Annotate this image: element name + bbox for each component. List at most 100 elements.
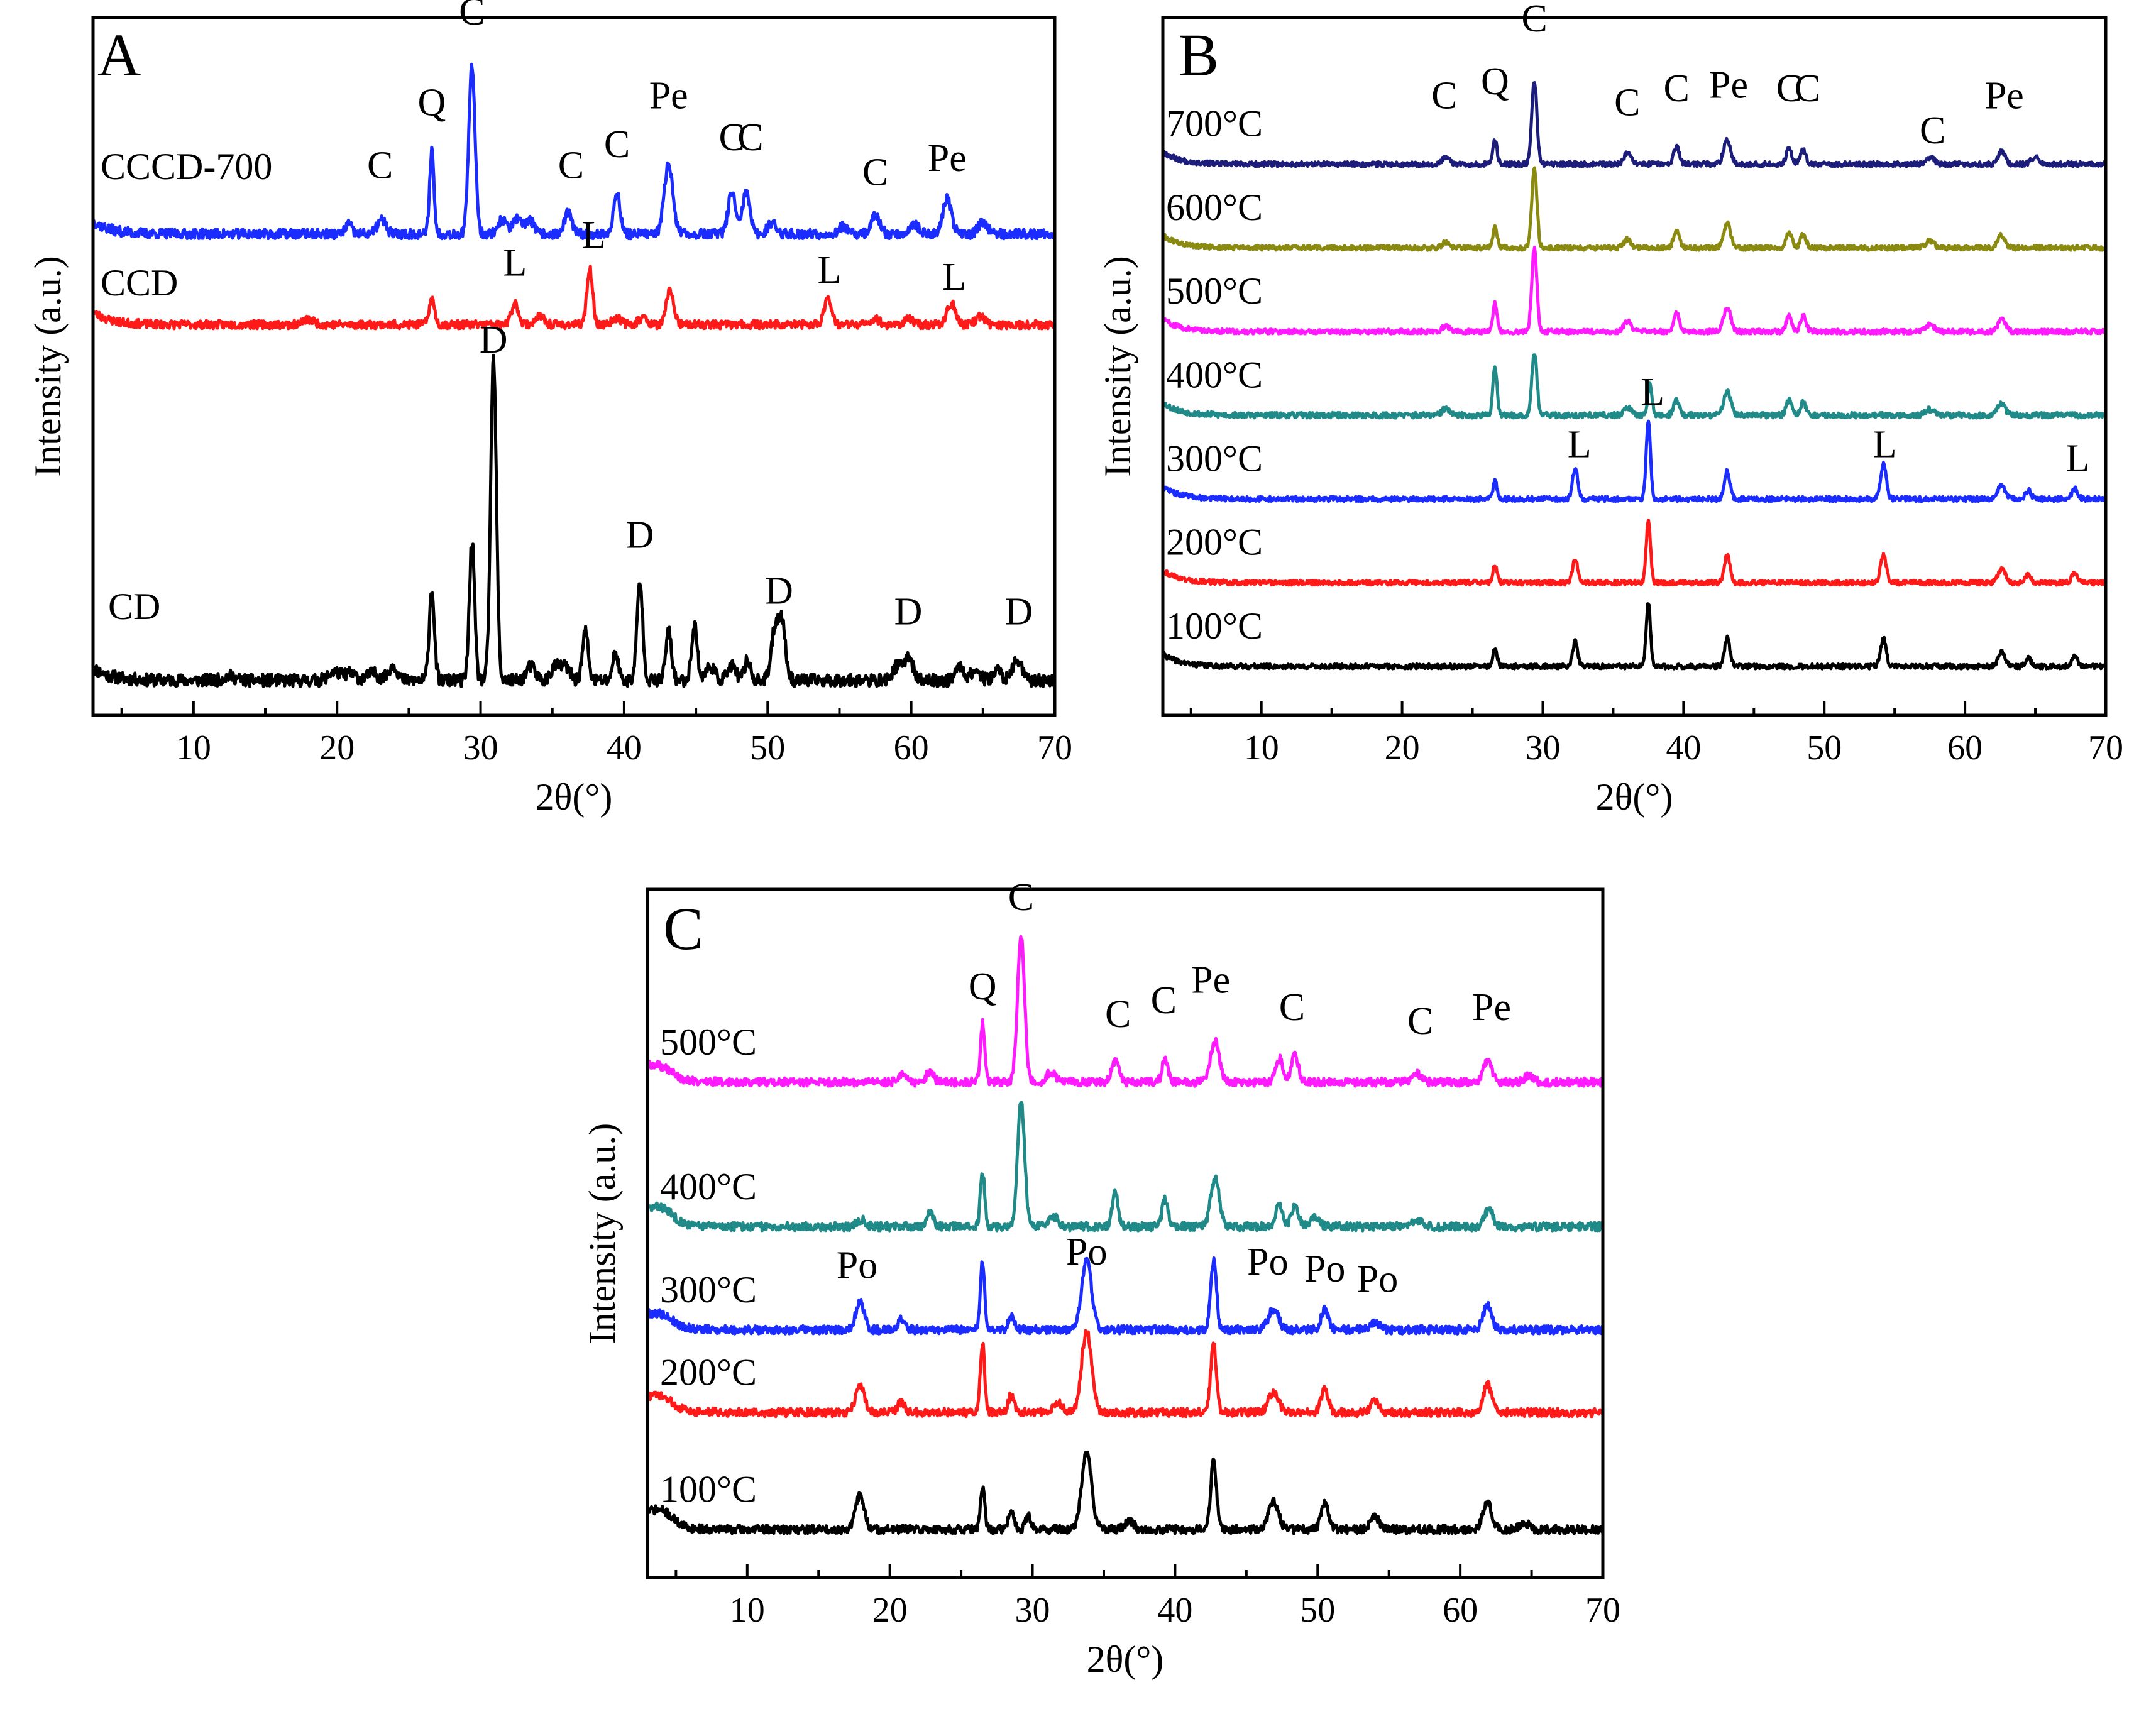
peak-annotation: C xyxy=(862,151,888,194)
peak-annotation: L xyxy=(942,256,966,299)
x-axis-title: 2θ(°) xyxy=(1087,1639,1164,1680)
peak-annotation: L xyxy=(1873,423,1897,466)
series-label: 500°C xyxy=(1166,270,1263,312)
plot-frame xyxy=(646,887,1605,1579)
peak-annotation: D xyxy=(626,514,654,557)
series-label: 100°C xyxy=(1166,605,1263,647)
series-label: 400°C xyxy=(1166,354,1263,395)
x-tick-label: 40 xyxy=(607,728,642,767)
peak-annotation: C xyxy=(1008,876,1034,919)
trace-C-500C xyxy=(646,935,1605,1088)
x-tick-label: 60 xyxy=(1947,728,1983,767)
trace-A-CCCD700 xyxy=(91,62,1057,241)
series-label: CCCD-700 xyxy=(101,146,272,187)
trace-B-200C xyxy=(1162,519,2108,587)
x-tick-label: 50 xyxy=(1807,728,1842,767)
peak-annotation: Pe xyxy=(1191,958,1230,1001)
x-tick-label: 40 xyxy=(1666,728,1701,767)
peak-annotation: D xyxy=(480,319,508,361)
y-axis-title: Intensity (a.u.) xyxy=(27,256,69,477)
peak-annotation: C xyxy=(1614,81,1640,124)
peak-annotation: Po xyxy=(1247,1241,1288,1283)
peak-annotation: C xyxy=(1105,993,1131,1036)
peak-annotation: L xyxy=(1568,423,1592,466)
y-axis-title: Intensity (a.u.) xyxy=(581,1123,623,1344)
peak-annotation: L xyxy=(1641,371,1664,414)
peak-annotation: Q xyxy=(1481,60,1509,103)
x-tick-label: 70 xyxy=(2088,728,2123,767)
peak-annotation: Q xyxy=(418,81,446,124)
series-label: 200°C xyxy=(1166,522,1263,563)
peak-annotation: C xyxy=(1279,986,1305,1029)
x-tick-label: 70 xyxy=(1037,728,1072,767)
peak-annotation: L xyxy=(503,242,527,285)
x-tick-label: 70 xyxy=(1585,1591,1620,1630)
trace-A-CD xyxy=(92,353,1057,688)
peak-annotation: Pe xyxy=(1472,986,1511,1029)
x-tick-label: 40 xyxy=(1157,1591,1192,1630)
trace-A-CCD xyxy=(92,265,1057,331)
x-tick-label: 50 xyxy=(750,728,785,767)
series-label: 200°C xyxy=(660,1351,757,1393)
plot-frame xyxy=(91,16,1057,717)
x-tick-label: 10 xyxy=(730,1591,765,1630)
series-label: 400°C xyxy=(660,1166,757,1207)
x-tick-label: 50 xyxy=(1300,1591,1335,1630)
series-label: 300°C xyxy=(660,1269,757,1310)
x-axis-title: 2θ(°) xyxy=(1596,776,1673,818)
panel-letter: B xyxy=(1179,21,1219,89)
peak-annotation: C xyxy=(367,144,393,187)
peak-annotation: C xyxy=(719,116,745,159)
peak-annotation: Q xyxy=(969,965,997,1008)
trace-C-400C xyxy=(646,1101,1605,1233)
peak-annotation: C xyxy=(1663,67,1689,110)
trace-C-200C xyxy=(646,1329,1604,1419)
peak-annotation: Po xyxy=(1304,1248,1345,1290)
x-tick-label: 60 xyxy=(1443,1591,1478,1630)
peak-annotation: D xyxy=(765,569,793,612)
peak-annotation: C xyxy=(1920,109,1945,152)
trace-B-600C xyxy=(1161,166,2108,252)
y-axis-title: Intensity (a.u.) xyxy=(1097,256,1138,477)
x-tick-label: 30 xyxy=(1015,1591,1050,1630)
peak-annotation: Pe xyxy=(1985,74,2024,117)
x-tick-label: 60 xyxy=(894,728,929,767)
series-label: CD xyxy=(108,586,160,627)
trace-B-100C xyxy=(1161,602,2107,671)
peak-annotation: L xyxy=(2065,437,2089,480)
peak-annotation: Po xyxy=(1357,1258,1398,1301)
peak-annotation: C xyxy=(1431,74,1457,117)
peak-annotation: C xyxy=(1521,0,1547,40)
series-label: 600°C xyxy=(1166,187,1263,228)
trace-B-400C xyxy=(1161,353,2108,420)
peak-annotation: C xyxy=(737,116,763,159)
trace-B-700C xyxy=(1162,81,2108,168)
series-label: CCD xyxy=(101,262,178,304)
peak-annotation: Pe xyxy=(649,74,688,117)
x-tick-label: 10 xyxy=(1244,728,1279,767)
series-label: 500°C xyxy=(660,1021,757,1063)
peak-annotation: Pe xyxy=(928,137,967,180)
panel-letter: C xyxy=(663,895,703,962)
peak-annotation: D xyxy=(1005,591,1033,634)
peak-annotation: Po xyxy=(837,1244,877,1287)
peak-annotation: L xyxy=(582,214,606,256)
series-label: 100°C xyxy=(660,1469,757,1510)
x-tick-label: 30 xyxy=(463,728,498,767)
trace-B-500C xyxy=(1161,246,2108,336)
plot-frame xyxy=(1161,16,2108,717)
series-label: 700°C xyxy=(1166,103,1263,145)
x-tick-label: 20 xyxy=(1385,728,1420,767)
panel-letter: A xyxy=(97,21,141,89)
trace-C-100C xyxy=(646,1450,1605,1535)
peak-annotation: C xyxy=(1795,67,1820,110)
peak-annotation: C xyxy=(1776,67,1802,110)
peak-annotation: D xyxy=(894,591,923,634)
series-label: 300°C xyxy=(1166,438,1263,480)
peak-annotation: Po xyxy=(1066,1231,1107,1273)
peak-annotation: Pe xyxy=(1709,64,1748,107)
